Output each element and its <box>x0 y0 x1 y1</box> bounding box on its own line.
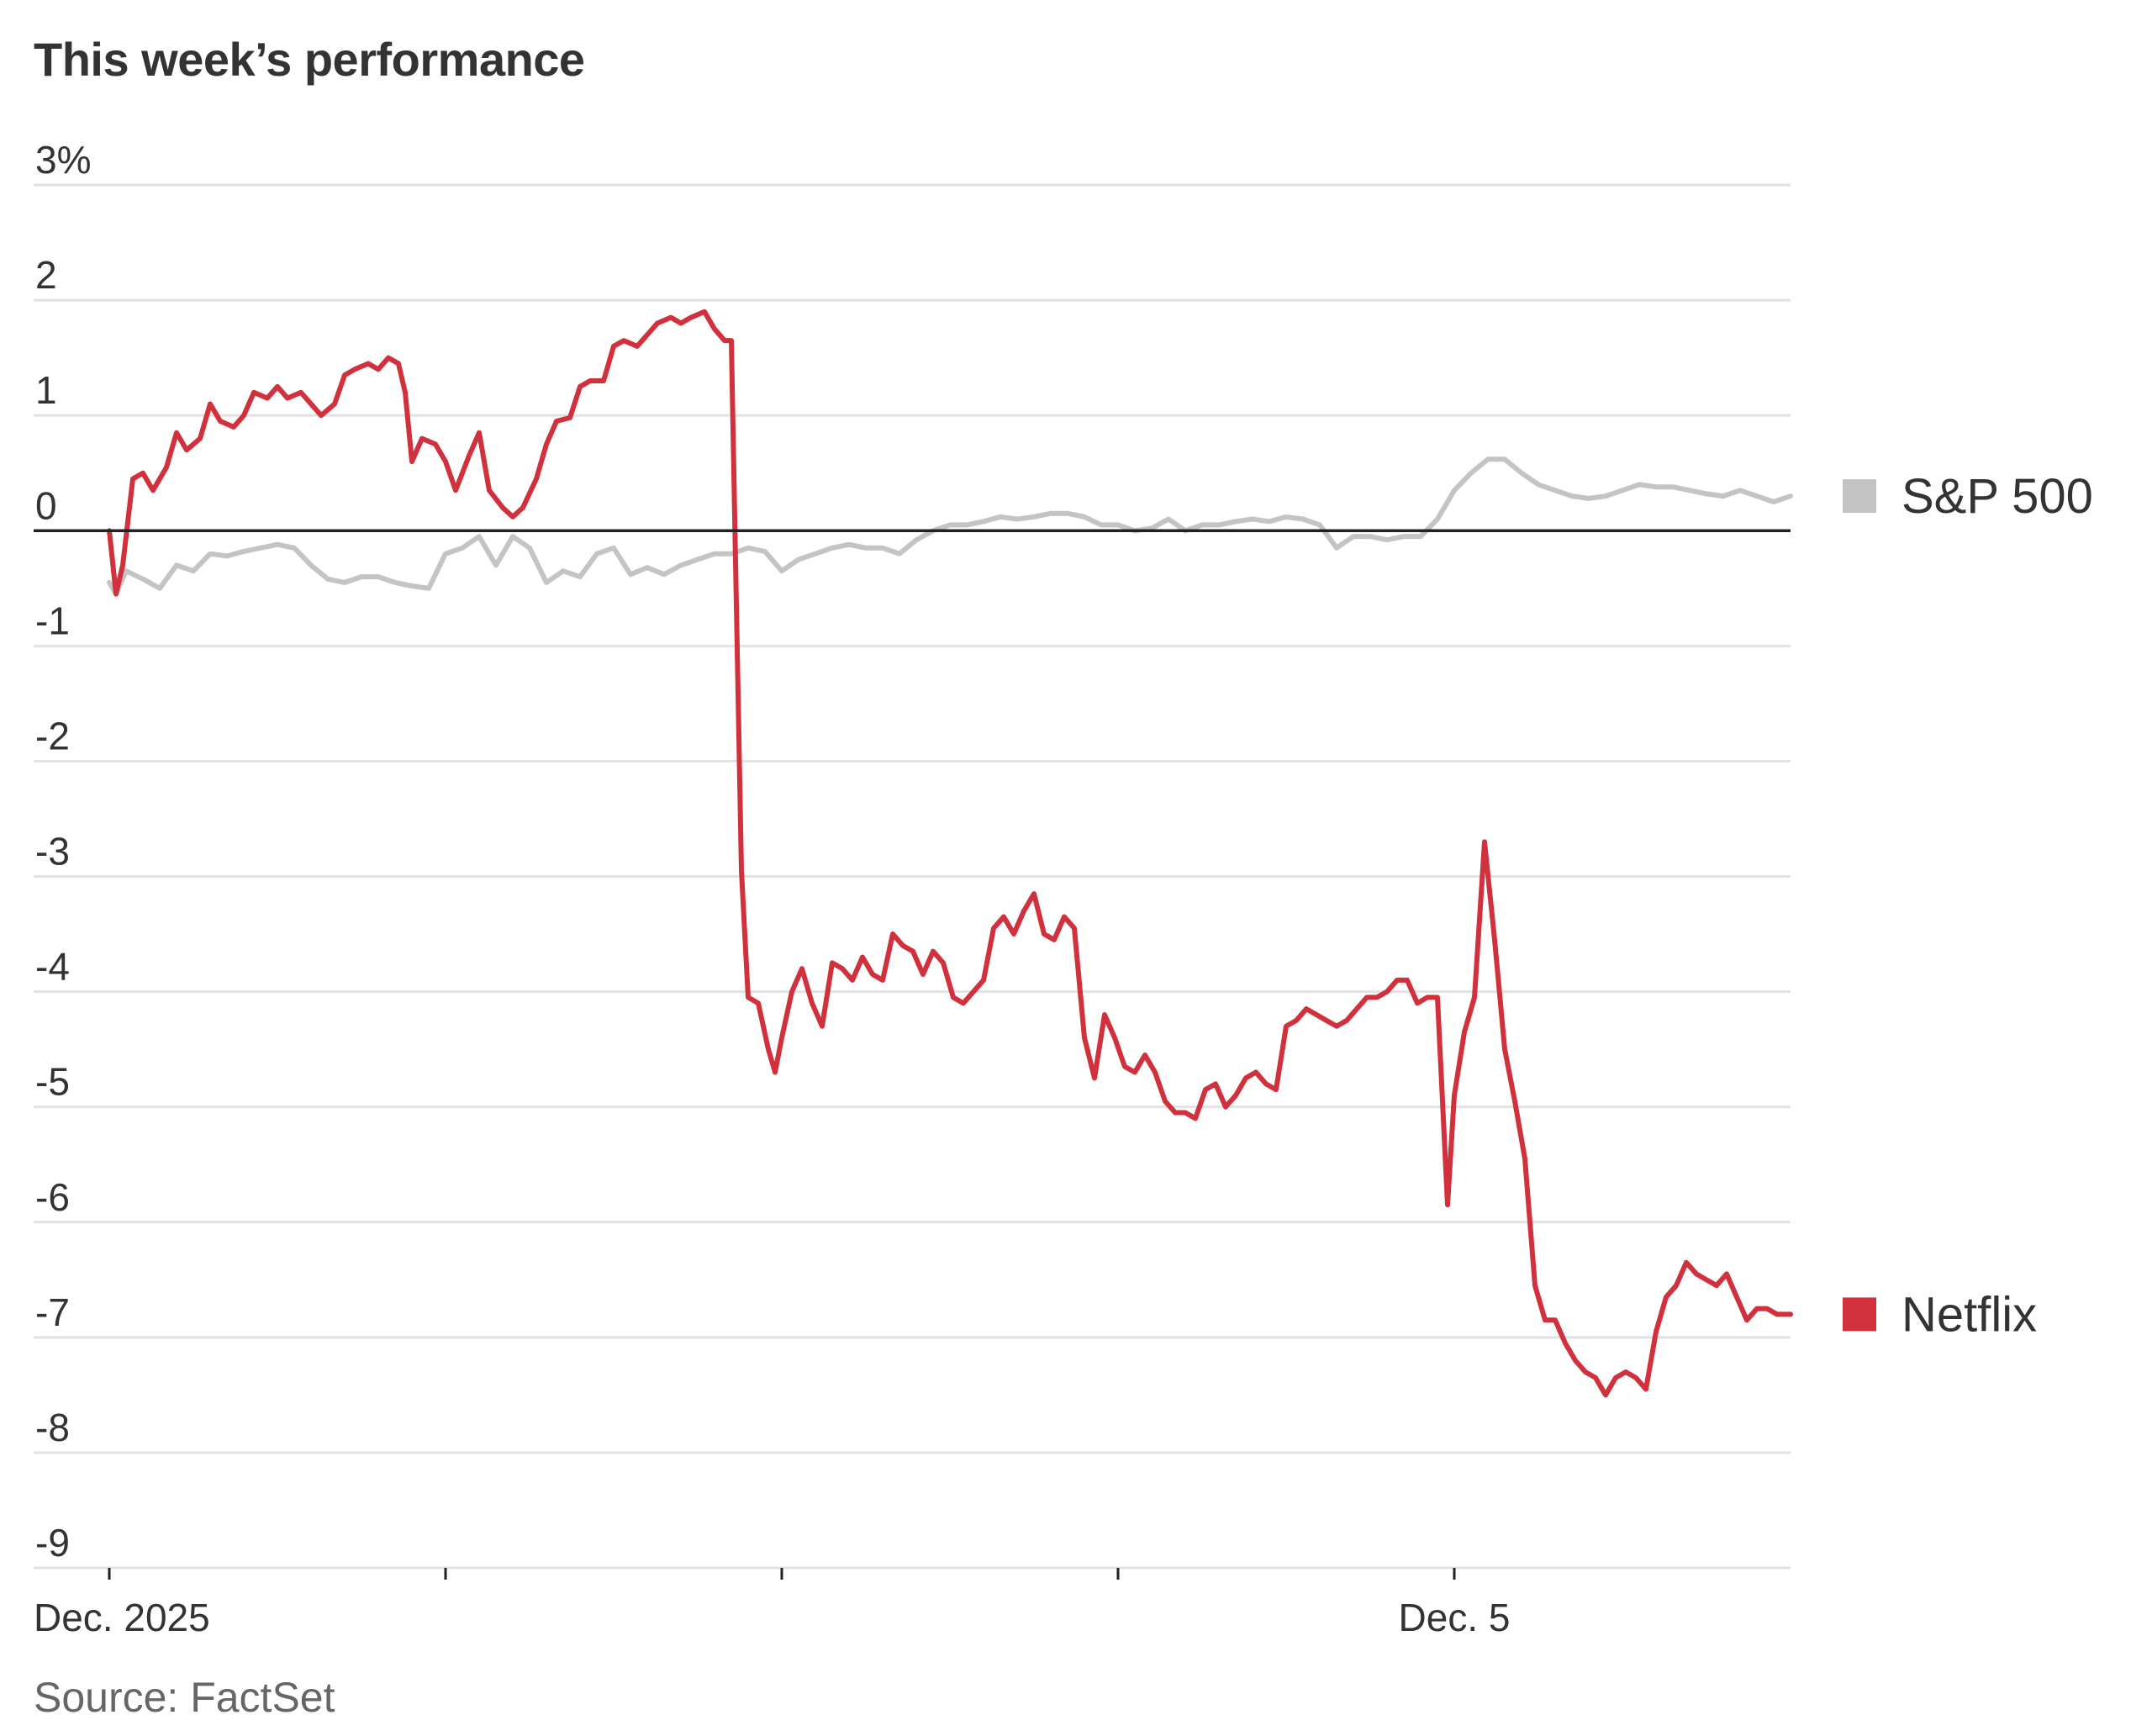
source-note: Source: FactSet <box>34 1674 335 1721</box>
legend-label-netflix: Netflix <box>1901 1287 2037 1342</box>
series-line-s-p-500 <box>107 456 1793 597</box>
x-tick-label: Dec. 2025 <box>34 1596 210 1639</box>
y-tick-label: 3% <box>35 138 91 182</box>
y-tick-label: 1 <box>35 368 57 412</box>
y-tick-label: 2 <box>35 253 57 297</box>
legend-label-s-p-500: S&P 500 <box>1901 469 2093 524</box>
y-tick-label: -5 <box>35 1060 70 1104</box>
y-tick-label: -1 <box>35 599 70 642</box>
legend-swatch-netflix <box>1843 1297 1876 1332</box>
y-tick-label: -2 <box>35 714 70 757</box>
y-tick-label: 0 <box>35 483 57 527</box>
y-tick-label: -9 <box>35 1521 70 1565</box>
y-tick-label: -6 <box>35 1175 70 1219</box>
legend-swatch-s-p-500 <box>1843 479 1876 514</box>
x-tick-label: Dec. 5 <box>1399 1596 1511 1639</box>
gridlines <box>34 183 1791 1570</box>
y-tick-label: -4 <box>35 945 70 989</box>
x-axis: Dec. 2025 Dec. 5 <box>34 1568 1510 1639</box>
legend: S&P 500 Netflix <box>1843 469 2093 1342</box>
y-tick-label: -8 <box>35 1406 70 1449</box>
series-line-netflix <box>107 309 1793 1398</box>
chart-title: This week’s performance <box>34 33 585 86</box>
y-axis-tick-labels: 3% 2 1 0 -1 -2 -3 -4 -5 -6 -7 -8 -9 <box>35 138 91 1565</box>
y-tick-label: -3 <box>35 830 70 873</box>
y-tick-label: -7 <box>35 1290 70 1334</box>
series-lines <box>34 309 1793 1398</box>
